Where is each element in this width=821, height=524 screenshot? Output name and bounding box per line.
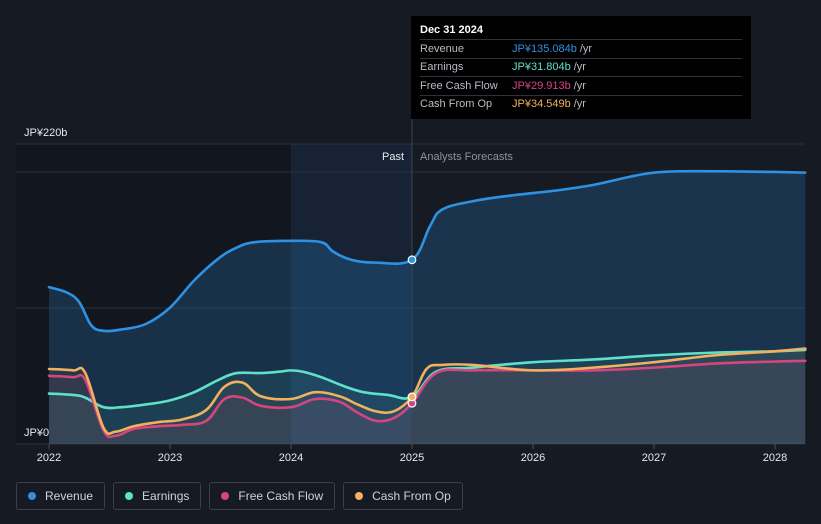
tooltip-label: Earnings	[420, 61, 464, 74]
tooltip-markers	[407, 255, 417, 408]
legend-label: Cash From Op	[372, 489, 451, 503]
tooltip-value: JP¥29.913b	[512, 79, 571, 92]
tooltip-unit: /yr	[573, 79, 586, 92]
revenue-marker	[407, 255, 417, 265]
tooltip-unit: /yr	[573, 61, 586, 74]
revenue-line	[47, 169, 807, 333]
tooltip-label: Cash From Op	[420, 98, 493, 111]
forecast-label: Analysts Forecasts	[420, 151, 513, 163]
x-tick-label: 2026	[521, 452, 545, 464]
tooltip-date: Dec 31 2024	[420, 24, 483, 36]
cash-from-op-marker	[407, 392, 417, 402]
legend-label: Free Cash Flow	[238, 489, 324, 503]
legend-dot-icon	[28, 492, 36, 500]
tooltip-row-free-cash-flow: Free Cash Flow JP¥29.913b /yr	[420, 76, 742, 95]
legend: Revenue Earnings Free Cash Flow Cash Fro…	[16, 482, 463, 510]
tooltip-label: Revenue	[420, 42, 465, 55]
free-cash-flow-line	[47, 359, 807, 439]
legend-dot-icon	[125, 492, 134, 500]
series-areas	[49, 171, 806, 444]
revenue-area	[49, 171, 806, 444]
tooltip-value: JP¥34.549b	[512, 98, 571, 111]
free-cash-flow-area	[49, 360, 806, 444]
x-tick-label: 2022	[37, 452, 61, 464]
y-axis-max-label: JP¥220b	[24, 127, 67, 139]
legend-item-free-cash-flow[interactable]: Free Cash Flow	[209, 482, 336, 510]
past-label: Past	[382, 151, 404, 163]
legend-dot-icon	[221, 492, 230, 500]
tooltip-row-earnings: Earnings JP¥31.804b /yr	[420, 57, 742, 77]
legend-label: Revenue	[45, 489, 94, 503]
tooltip-label: Free Cash Flow	[420, 79, 498, 92]
earnings-line	[47, 348, 807, 410]
tooltip: Dec 31 2024 Revenue JP¥135.084b /yr Earn…	[411, 16, 751, 119]
y-axis-min-label: JP¥0	[24, 427, 49, 439]
cash-from-op-line	[47, 347, 807, 436]
x-axis-ticks: 2022 2023 2024 2025 2026 2027 2028	[37, 444, 787, 464]
tooltip-unit: /yr	[573, 98, 586, 111]
tooltip-row-cash-from-op: Cash From Op JP¥34.549b /yr	[420, 94, 742, 114]
cash-from-op-area	[49, 348, 806, 444]
legend-item-revenue[interactable]: Revenue	[16, 482, 106, 510]
series-lines	[47, 169, 807, 439]
tooltip-value: JP¥31.804b	[512, 61, 571, 74]
tooltip-row-revenue: Revenue JP¥135.084b /yr	[420, 39, 742, 58]
legend-dot-icon	[355, 492, 364, 500]
tooltip-unit: /yr	[579, 42, 593, 55]
x-tick-label: 2027	[642, 452, 666, 464]
x-tick-label: 2025	[400, 452, 424, 464]
x-tick-label: 2024	[279, 452, 303, 464]
tooltip-value: JP¥135.084b	[512, 42, 577, 55]
legend-label: Earnings	[142, 489, 190, 503]
legend-item-earnings[interactable]: Earnings	[113, 482, 202, 510]
legend-item-cash-from-op[interactable]: Cash From Op	[343, 482, 463, 510]
x-tick-label: 2028	[763, 452, 787, 464]
x-tick-label: 2023	[158, 452, 182, 464]
